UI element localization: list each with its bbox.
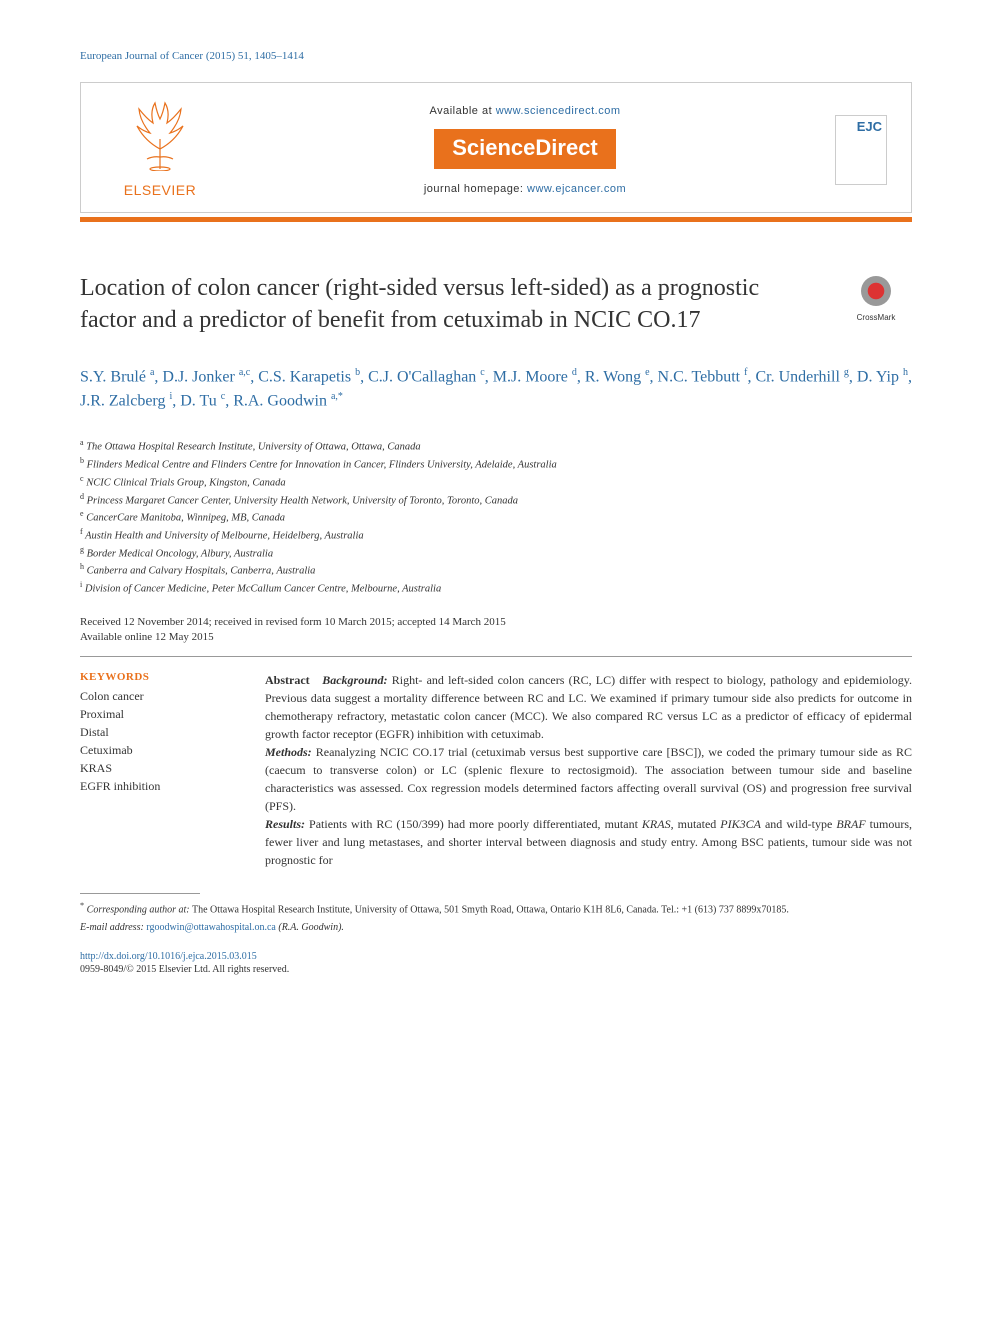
dates-online: Available online 12 May 2015	[80, 631, 214, 643]
abstract-row: KEYWORDS Colon cancerProximalDistalCetux…	[80, 671, 912, 869]
affiliation-item: a The Ottawa Hospital Research Institute…	[80, 437, 912, 455]
keyword-item: KRAS	[80, 759, 235, 777]
crossmark-label: CrossMark	[840, 313, 912, 322]
affiliation-item: i Division of Cancer Medicine, Peter McC…	[80, 579, 912, 597]
email-line: E-mail address: rgoodwin@ottawahospital.…	[80, 922, 912, 933]
elsevier-tree-icon	[125, 101, 195, 171]
journal-cover-thumbnail[interactable]: EJC	[835, 115, 887, 185]
homepage-link[interactable]: www.ejcancer.com	[527, 183, 626, 195]
keyword-item: Colon cancer	[80, 687, 235, 705]
orange-divider-bar	[80, 217, 912, 222]
affiliation-item: d Princess Margaret Cancer Center, Unive…	[80, 491, 912, 509]
title-row: Location of colon cancer (right-sided ve…	[80, 272, 912, 365]
abstract-methods-text: Reanalyzing NCIC CO.17 trial (cetuximab …	[265, 745, 912, 813]
abstract-label: Abstract	[265, 673, 310, 687]
email-author: (R.A. Goodwin).	[278, 922, 344, 933]
keyword-item: Proximal	[80, 705, 235, 723]
journal-homepage-line: journal homepage: www.ejcancer.com	[239, 183, 811, 195]
affiliation-item: f Austin Health and University of Melbou…	[80, 526, 912, 544]
horizontal-rule	[80, 656, 912, 657]
abstract-results-label: Results:	[265, 817, 305, 831]
crossmark-badge[interactable]: CrossMark	[840, 276, 912, 322]
corresponding-label: Corresponding author at:	[87, 904, 190, 915]
journal-header-box: ELSEVIER Available at www.sciencedirect.…	[80, 82, 912, 213]
affiliation-item: b Flinders Medical Centre and Flinders C…	[80, 455, 912, 473]
homepage-prefix: journal homepage:	[424, 183, 527, 195]
abstract-results-text: Patients with RC (150/399) had more poor…	[265, 817, 912, 867]
affiliation-item: c NCIC Clinical Trials Group, Kingston, …	[80, 473, 912, 491]
affiliations-list: a The Ottawa Hospital Research Institute…	[80, 437, 912, 596]
footnote-rule	[80, 893, 200, 894]
doi-link[interactable]: http://dx.doi.org/10.1016/j.ejca.2015.03…	[80, 951, 912, 962]
keyword-item: EGFR inhibition	[80, 777, 235, 795]
affiliation-item: h Canberra and Calvary Hospitals, Canber…	[80, 561, 912, 579]
keywords-list: Colon cancerProximalDistalCetuximabKRASE…	[80, 687, 235, 795]
abstract-methods-label: Methods:	[265, 745, 312, 759]
article-dates: Received 12 November 2014; received in r…	[80, 615, 912, 646]
available-prefix: Available at	[429, 105, 495, 117]
elsevier-text: ELSEVIER	[105, 182, 215, 198]
email-label: E-mail address:	[80, 922, 144, 933]
keywords-heading: KEYWORDS	[80, 671, 235, 683]
dates-received: Received 12 November 2014; received in r…	[80, 616, 506, 628]
keyword-item: Distal	[80, 723, 235, 741]
ejc-cover-label: EJC	[857, 119, 882, 134]
affiliation-item: e CancerCare Manitoba, Winnipeg, MB, Can…	[80, 508, 912, 526]
keyword-item: Cetuximab	[80, 741, 235, 759]
corresponding-author: * Corresponding author at: The Ottawa Ho…	[80, 900, 912, 918]
sciencedirect-logo[interactable]: ScienceDirect	[434, 129, 616, 169]
article-title: Location of colon cancer (right-sided ve…	[80, 272, 820, 337]
available-at-line: Available at www.sciencedirect.com	[239, 105, 811, 117]
sciencedirect-link[interactable]: www.sciencedirect.com	[496, 105, 621, 117]
corresponding-text: The Ottawa Hospital Research Institute, …	[192, 904, 789, 915]
copyright-line: 0959-8049/© 2015 Elsevier Ltd. All right…	[80, 964, 912, 975]
elsevier-logo-block[interactable]: ELSEVIER	[105, 101, 215, 198]
keywords-column: KEYWORDS Colon cancerProximalDistalCetux…	[80, 671, 235, 869]
affiliation-item: g Border Medical Oncology, Albury, Austr…	[80, 544, 912, 562]
abstract-text: Abstract Background: Right- and left-sid…	[265, 671, 912, 869]
crossmark-icon	[861, 276, 891, 306]
corresponding-email-link[interactable]: rgoodwin@ottawahospital.on.ca	[146, 922, 276, 933]
authors-list: S.Y. Brulé a, D.J. Jonker a,c, C.S. Kara…	[80, 365, 912, 414]
abstract-background-label: Background:	[322, 673, 387, 687]
journal-reference: European Journal of Cancer (2015) 51, 14…	[80, 50, 912, 62]
header-center: Available at www.sciencedirect.com Scien…	[239, 105, 811, 195]
